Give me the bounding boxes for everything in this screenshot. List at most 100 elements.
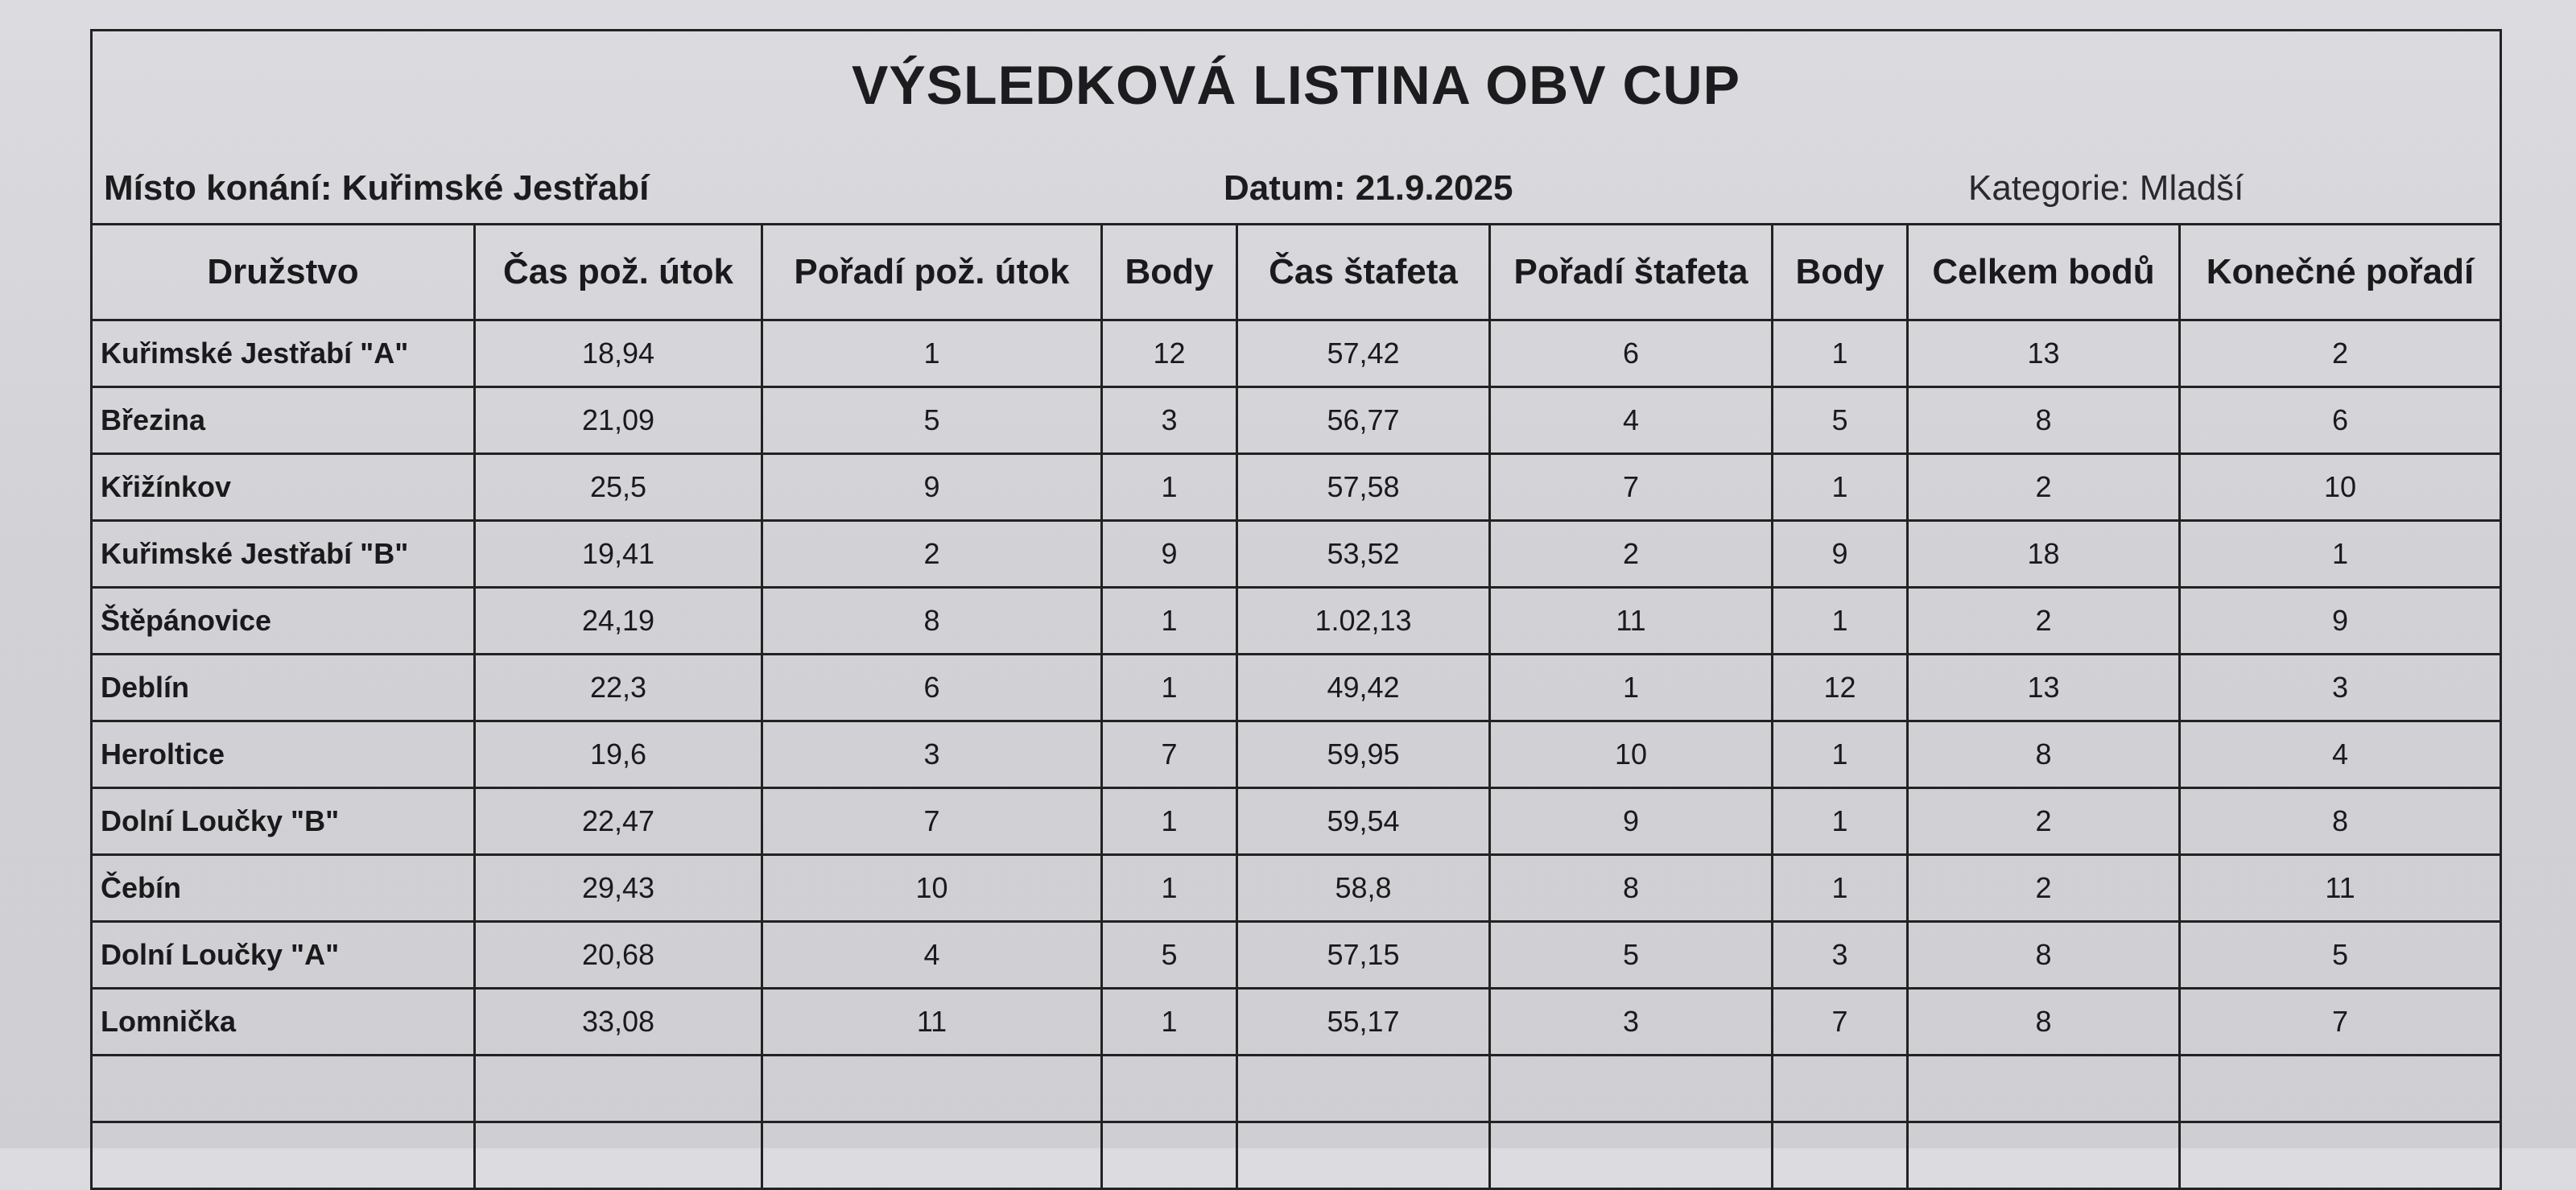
table-row: Heroltice 19,6 3 7 59,95 10 1 8 4 — [90, 720, 2502, 789]
cell-relay-rank: 5 — [1488, 920, 1773, 990]
cell-relay-rank: 2 — [1488, 519, 1773, 589]
cell-relay-time: 53,52 — [1236, 519, 1491, 589]
cell-relay-rank: 6 — [1488, 319, 1773, 388]
column-header-relay-time: Čas štafeta — [1236, 223, 1491, 321]
cell-attack-time: 22,47 — [473, 787, 763, 856]
cell-total-points: 8 — [1906, 720, 2181, 789]
cell-relay-rank: 8 — [1488, 853, 1773, 923]
venue-label: Místo konání: Kuřimské Jestřabí — [104, 168, 650, 208]
empty-cell — [2178, 1054, 2502, 1123]
empty-row — [90, 1121, 2502, 1190]
cell-relay-points: 9 — [1771, 519, 1909, 589]
table-header-row: Družstvo Čas pož. útok Pořadí pož. útok Bod… — [90, 223, 2502, 321]
empty-cell — [1100, 1121, 1238, 1190]
cell-total-points: 13 — [1906, 319, 2181, 388]
column-header-final-rank: Konečné pořadí — [2178, 223, 2502, 321]
cell-relay-points: 1 — [1771, 853, 1909, 923]
cell-total-points: 18 — [1906, 519, 2181, 589]
cell-attack-rank: 10 — [761, 853, 1103, 923]
cell-attack-time: 18,94 — [473, 319, 763, 388]
cell-relay-rank: 9 — [1488, 787, 1773, 856]
empty-cell — [473, 1121, 763, 1190]
empty-cell — [1488, 1054, 1773, 1123]
cell-attack-rank: 9 — [761, 452, 1103, 522]
cell-relay-time: 59,54 — [1236, 787, 1491, 856]
cell-team: Dolní Loučky "A" — [90, 920, 476, 990]
empty-cell — [1906, 1121, 2181, 1190]
table-row: Dolní Loučky "A" 20,68 4 5 57,15 5 3 8 5 — [90, 920, 2502, 990]
cell-total-points: 2 — [1906, 586, 2181, 655]
cell-attack-points: 7 — [1100, 720, 1238, 789]
cell-attack-points: 5 — [1100, 920, 1238, 990]
cell-attack-rank: 3 — [761, 720, 1103, 789]
column-header-relay-points: Body — [1771, 223, 1909, 321]
cell-team: Dolní Loučky "B" — [90, 787, 476, 856]
empty-cell — [1771, 1121, 1909, 1190]
column-header-attack-points: Body — [1100, 223, 1238, 321]
cell-relay-points: 12 — [1771, 653, 1909, 722]
cell-team: Čebín — [90, 853, 476, 923]
empty-cell — [761, 1054, 1103, 1123]
cell-total-points: 13 — [1906, 653, 2181, 722]
cell-attack-rank: 1 — [761, 319, 1103, 388]
cell-relay-rank: 3 — [1488, 987, 1773, 1056]
cell-team: Štěpánovice — [90, 586, 476, 655]
table-row: Lomnička 33,08 11 1 55,17 3 7 8 7 — [90, 987, 2502, 1056]
cell-team: Kuřimské Jestřabí "B" — [90, 519, 476, 589]
cell-team: Křižínkov — [90, 452, 476, 522]
cell-attack-time: 25,5 — [473, 452, 763, 522]
table-row: Křižínkov 25,5 9 1 57,58 7 1 2 10 — [90, 452, 2502, 522]
cell-relay-time: 49,42 — [1236, 653, 1491, 722]
cell-attack-points: 1 — [1100, 853, 1238, 923]
cell-attack-time: 33,08 — [473, 987, 763, 1056]
empty-cell — [473, 1054, 763, 1123]
empty-cell — [1488, 1121, 1773, 1190]
cell-attack-points: 3 — [1100, 386, 1238, 455]
cell-final-rank: 7 — [2178, 987, 2502, 1056]
cell-relay-time: 59,95 — [1236, 720, 1491, 789]
cell-attack-points: 9 — [1100, 519, 1238, 589]
empty-cell — [1771, 1054, 1909, 1123]
cell-final-rank: 6 — [2178, 386, 2502, 455]
cell-relay-time: 58,8 — [1236, 853, 1491, 923]
cell-total-points: 8 — [1906, 386, 2181, 455]
table-row: Čebín 29,43 10 1 58,8 8 1 2 11 — [90, 853, 2502, 923]
cell-total-points: 8 — [1906, 987, 2181, 1056]
cell-relay-time: 55,17 — [1236, 987, 1491, 1056]
cell-attack-rank: 8 — [761, 586, 1103, 655]
empty-cell — [1236, 1121, 1491, 1190]
cell-total-points: 2 — [1906, 787, 2181, 856]
table-row: Březina 21,09 5 3 56,77 4 5 8 6 — [90, 386, 2502, 455]
cell-final-rank: 1 — [2178, 519, 2502, 589]
cell-attack-time: 19,6 — [473, 720, 763, 789]
cell-relay-points: 5 — [1771, 386, 1909, 455]
table-row: Dolní Loučky "B" 22,47 7 1 59,54 9 1 2 8 — [90, 787, 2502, 856]
cell-team: Kuřimské Jestřabí "A" — [90, 319, 476, 388]
cell-relay-points: 7 — [1771, 987, 1909, 1056]
cell-total-points: 8 — [1906, 920, 2181, 990]
empty-cell — [2178, 1121, 2502, 1190]
cell-attack-points: 1 — [1100, 787, 1238, 856]
category-label: Kategorie: Mladší — [1968, 168, 2244, 208]
column-header-attack-rank: Pořadí pož. útok — [761, 223, 1103, 321]
empty-cell — [1906, 1054, 2181, 1123]
cell-attack-rank: 6 — [761, 653, 1103, 722]
cell-attack-rank: 11 — [761, 987, 1103, 1056]
empty-cell — [761, 1121, 1103, 1190]
cell-final-rank: 3 — [2178, 653, 2502, 722]
cell-attack-points: 1 — [1100, 452, 1238, 522]
column-header-relay-rank: Pořadí štafeta — [1488, 223, 1773, 321]
cell-final-rank: 5 — [2178, 920, 2502, 990]
empty-cell — [1100, 1054, 1238, 1123]
cell-attack-rank: 4 — [761, 920, 1103, 990]
cell-relay-rank: 10 — [1488, 720, 1773, 789]
table-row: Deblín 22,3 6 1 49,42 1 12 13 3 — [90, 653, 2502, 722]
cell-relay-time: 56,77 — [1236, 386, 1491, 455]
cell-team: Březina — [90, 386, 476, 455]
cell-total-points: 2 — [1906, 452, 2181, 522]
cell-attack-points: 12 — [1100, 319, 1238, 388]
cell-relay-points: 1 — [1771, 787, 1909, 856]
cell-relay-points: 1 — [1771, 720, 1909, 789]
cell-relay-time: 57,58 — [1236, 452, 1491, 522]
date-label: Datum: 21.9.2025 — [1224, 168, 1513, 208]
